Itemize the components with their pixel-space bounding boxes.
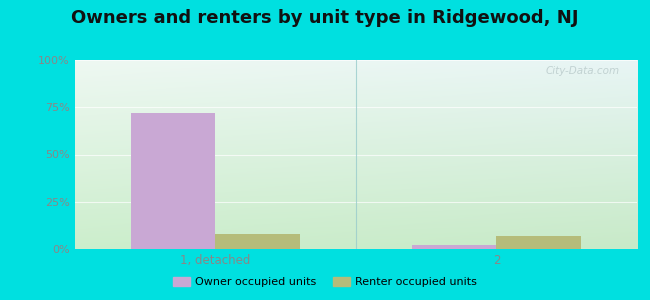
Bar xyxy=(412,245,497,249)
Bar xyxy=(131,113,215,249)
Text: City-Data.com: City-Data.com xyxy=(546,66,620,76)
Bar xyxy=(215,234,300,249)
Text: Owners and renters by unit type in Ridgewood, NJ: Owners and renters by unit type in Ridge… xyxy=(72,9,578,27)
Bar xyxy=(497,236,581,249)
Legend: Owner occupied units, Renter occupied units: Owner occupied units, Renter occupied un… xyxy=(168,272,482,291)
